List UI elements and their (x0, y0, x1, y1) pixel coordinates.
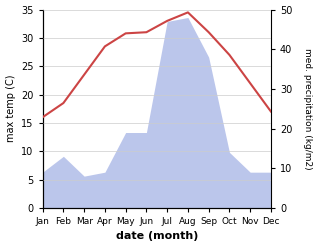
X-axis label: date (month): date (month) (116, 231, 198, 242)
Y-axis label: med. precipitation (kg/m2): med. precipitation (kg/m2) (303, 48, 313, 169)
Y-axis label: max temp (C): max temp (C) (5, 75, 16, 143)
